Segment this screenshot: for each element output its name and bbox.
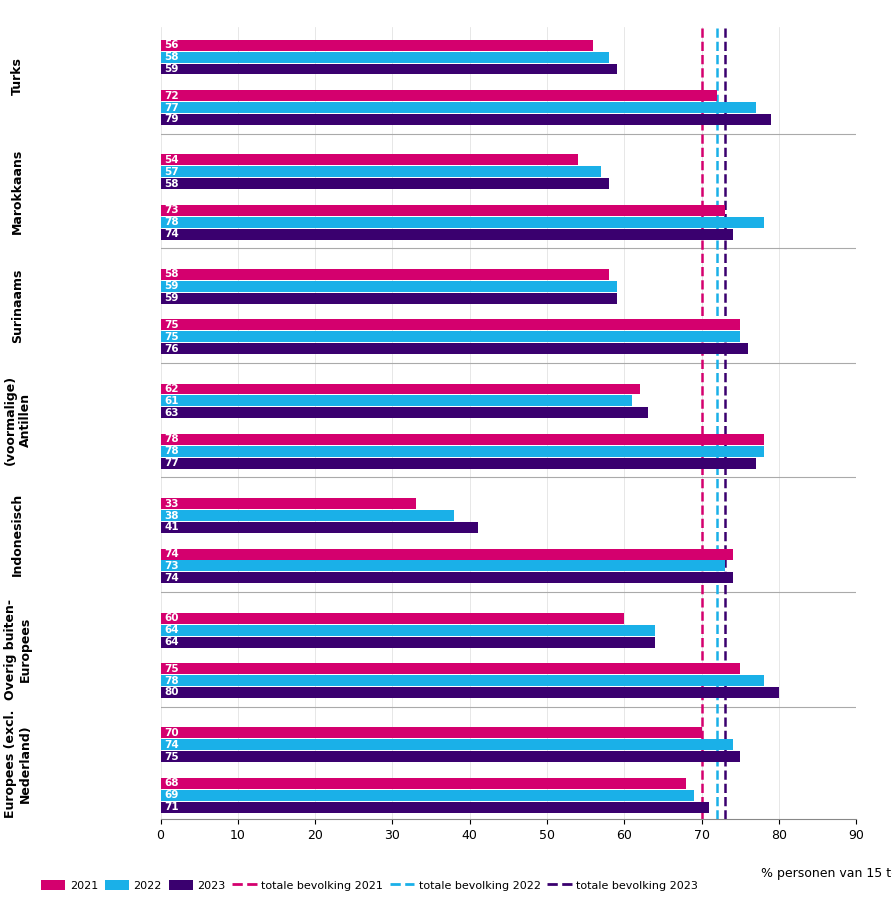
- Text: 74: 74: [164, 573, 179, 583]
- Bar: [161, 561, 725, 571]
- Text: 78: 78: [164, 675, 179, 685]
- Text: Turks: Turks: [12, 57, 24, 96]
- Bar: [161, 446, 764, 457]
- Bar: [161, 331, 740, 342]
- Bar: [161, 64, 616, 75]
- Bar: [161, 205, 725, 216]
- Bar: [161, 549, 732, 560]
- Text: 78: 78: [164, 446, 179, 456]
- Text: 76: 76: [164, 344, 179, 354]
- Bar: [161, 396, 632, 407]
- Bar: [161, 408, 648, 419]
- Text: Surinaams: Surinaams: [12, 268, 24, 343]
- Text: Marokkaans: Marokkaans: [12, 148, 24, 234]
- Bar: [161, 40, 593, 51]
- Bar: [161, 228, 732, 239]
- Text: 71: 71: [164, 802, 179, 812]
- Text: 75: 75: [164, 663, 179, 673]
- Text: 77: 77: [164, 459, 179, 469]
- Bar: [161, 217, 764, 228]
- Bar: [161, 624, 656, 635]
- Bar: [161, 293, 616, 304]
- Text: 64: 64: [164, 625, 179, 635]
- Text: 60: 60: [164, 613, 179, 623]
- Text: 78: 78: [164, 217, 179, 228]
- Bar: [161, 778, 686, 789]
- Text: 33: 33: [164, 499, 179, 509]
- Text: 38: 38: [164, 511, 179, 521]
- Bar: [161, 727, 702, 738]
- Bar: [161, 612, 624, 623]
- Text: 58: 58: [164, 178, 179, 188]
- Text: Overig buiten-
Europees: Overig buiten- Europees: [4, 599, 32, 700]
- Text: 74: 74: [164, 740, 179, 750]
- Bar: [161, 52, 609, 63]
- Bar: [161, 498, 416, 509]
- Text: 73: 73: [164, 206, 179, 215]
- Text: 64: 64: [164, 637, 179, 647]
- Text: 80: 80: [164, 687, 179, 697]
- Text: 57: 57: [164, 167, 179, 177]
- Bar: [161, 102, 756, 113]
- Bar: [161, 637, 656, 648]
- Text: 59: 59: [164, 281, 178, 291]
- Text: 69: 69: [164, 790, 178, 800]
- Text: 56: 56: [164, 40, 179, 50]
- Bar: [161, 458, 756, 469]
- Bar: [161, 114, 772, 125]
- Text: 79: 79: [164, 115, 179, 125]
- Bar: [161, 510, 454, 521]
- Text: 75: 75: [164, 332, 179, 342]
- Text: 59: 59: [164, 293, 178, 303]
- Text: 58: 58: [164, 269, 179, 279]
- Text: (voormalige)
Antillen: (voormalige) Antillen: [4, 375, 32, 465]
- Text: 78: 78: [164, 434, 179, 444]
- Bar: [161, 687, 779, 698]
- Text: Europees (excl.
Nederland): Europees (excl. Nederland): [4, 710, 32, 818]
- Text: 73: 73: [164, 561, 179, 571]
- Bar: [161, 802, 709, 813]
- Text: Indonesisch: Indonesisch: [12, 493, 24, 576]
- Bar: [161, 739, 732, 750]
- Bar: [161, 790, 694, 801]
- X-axis label: % personen van 15 tot 75 jaar: % personen van 15 tot 75 jaar: [761, 866, 892, 879]
- Text: 63: 63: [164, 408, 179, 418]
- Text: 68: 68: [164, 778, 179, 788]
- Bar: [161, 343, 748, 354]
- Text: 62: 62: [164, 384, 179, 394]
- Bar: [161, 155, 578, 166]
- Text: 75: 75: [164, 319, 179, 329]
- Text: 74: 74: [164, 549, 179, 559]
- Text: 74: 74: [164, 229, 179, 239]
- Bar: [161, 383, 640, 394]
- Bar: [161, 675, 764, 686]
- Text: 58: 58: [164, 52, 179, 62]
- Bar: [161, 751, 740, 763]
- Bar: [161, 281, 616, 292]
- Bar: [161, 90, 717, 101]
- Bar: [161, 167, 601, 177]
- Bar: [161, 663, 740, 674]
- Text: 59: 59: [164, 64, 178, 74]
- Bar: [161, 269, 609, 280]
- Bar: [161, 572, 732, 583]
- Bar: [161, 319, 740, 330]
- Text: 72: 72: [164, 91, 179, 101]
- Text: 70: 70: [164, 728, 179, 738]
- Text: 41: 41: [164, 522, 179, 532]
- Legend: 2021, 2022, 2023, totale bevolking 2021, totale bevolking 2022, totale bevolking: 2021, 2022, 2023, totale bevolking 2021,…: [41, 880, 698, 891]
- Text: 61: 61: [164, 396, 179, 406]
- Text: 77: 77: [164, 103, 179, 113]
- Text: 75: 75: [164, 752, 179, 762]
- Text: 54: 54: [164, 155, 179, 165]
- Bar: [161, 434, 764, 445]
- Bar: [161, 522, 477, 533]
- Bar: [161, 178, 609, 189]
